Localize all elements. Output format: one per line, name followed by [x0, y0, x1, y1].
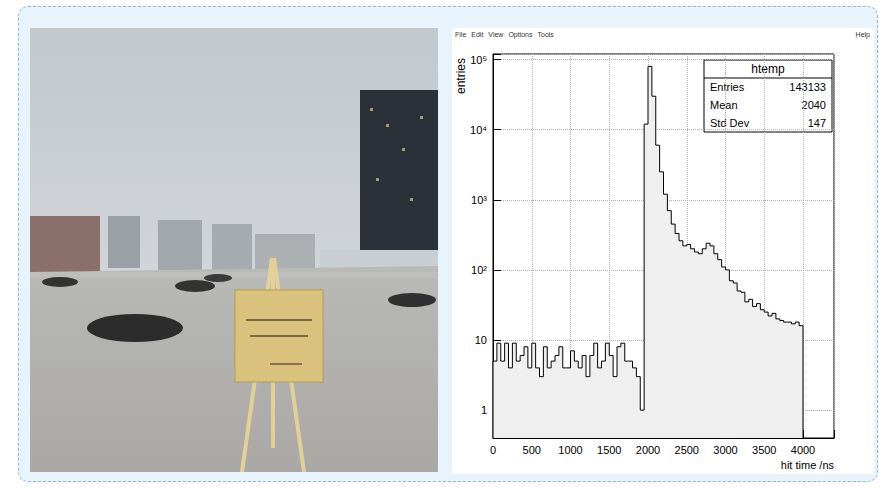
svg-text:1500: 1500: [597, 444, 621, 456]
svg-text:143133: 143133: [789, 81, 826, 93]
svg-text:2040: 2040: [802, 99, 826, 111]
svg-text:2000: 2000: [636, 444, 660, 456]
svg-text:entries: entries: [454, 58, 468, 94]
svg-text:3000: 3000: [713, 444, 737, 456]
html-text:Tools: Tools: [537, 31, 554, 38]
svg-text:10⁵: 10⁵: [470, 54, 487, 66]
svg-text:Std Dev: Std Dev: [710, 117, 750, 129]
svg-text:3500: 3500: [752, 444, 776, 456]
html-text:Help: Help: [855, 31, 870, 38]
html-text:File: File: [455, 31, 467, 38]
svg-text:10²: 10²: [471, 264, 487, 276]
svg-text:10³: 10³: [471, 194, 487, 206]
svg-text:10: 10: [475, 334, 487, 346]
svg-text:4000: 4000: [791, 444, 815, 456]
html-text:Options: Options: [508, 31, 533, 38]
svg-text:0: 0: [490, 444, 496, 456]
svg-text:Mean: Mean: [710, 99, 738, 111]
svg-text:hit time /ns: hit time /ns: [781, 459, 835, 471]
html-text:View: View: [488, 31, 504, 38]
html-text:Edit: Edit: [471, 31, 484, 38]
svg-text:htemp: htemp: [751, 62, 785, 76]
svg-text:Entries: Entries: [710, 81, 745, 93]
svg-text:2500: 2500: [675, 444, 699, 456]
svg-text:1000: 1000: [558, 444, 582, 456]
svg-text:500: 500: [523, 444, 541, 456]
svg-text:147: 147: [808, 117, 826, 129]
svg-text:1: 1: [481, 404, 487, 416]
svg-text:10⁴: 10⁴: [470, 124, 487, 136]
